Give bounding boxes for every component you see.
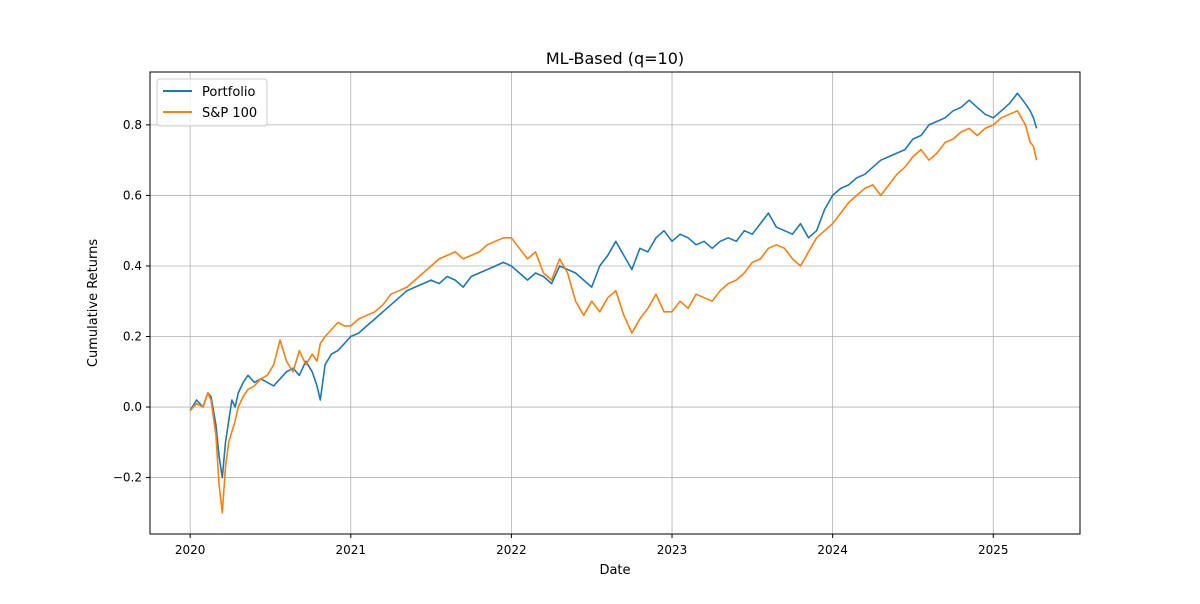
y-tick-label: 0.6: [123, 188, 142, 202]
series-line-portfolio: [189, 92, 1038, 479]
y-tick-label: 0.4: [123, 259, 142, 273]
y-axis-ticks: −0.2 0.0 0.2 0.4 0.6 0.8: [113, 118, 150, 485]
chart-title: ML-Based (q=10): [546, 49, 684, 68]
y-tick-label: 0.8: [123, 118, 142, 132]
x-tick-label: 2025: [978, 543, 1009, 557]
x-axis-label: Date: [599, 563, 630, 578]
plot-frame: [149, 71, 1081, 535]
legend-label-sp100: S&P 100: [202, 106, 257, 121]
series-lines: [189, 92, 1038, 514]
legend: Portfolio S&P 100: [156, 78, 268, 127]
series-line-sp100: [189, 110, 1038, 514]
x-axis-ticks: 2020 2021 2022 2023 2024 2025: [175, 534, 1009, 557]
x-tick-label: 2020: [175, 543, 206, 557]
x-tick-label: 2022: [496, 543, 527, 557]
x-tick-label: 2023: [657, 543, 688, 557]
y-tick-label: 0.0: [123, 400, 142, 414]
x-tick-label: 2024: [817, 543, 848, 557]
legend-label-portfolio: Portfolio: [202, 85, 256, 100]
grid: [150, 72, 1080, 534]
y-axis-label: Cumulative Returns: [86, 239, 101, 367]
y-tick-label: 0.2: [123, 330, 142, 344]
y-tick-label: −0.2: [113, 471, 142, 485]
x-tick-label: 2021: [336, 543, 367, 557]
